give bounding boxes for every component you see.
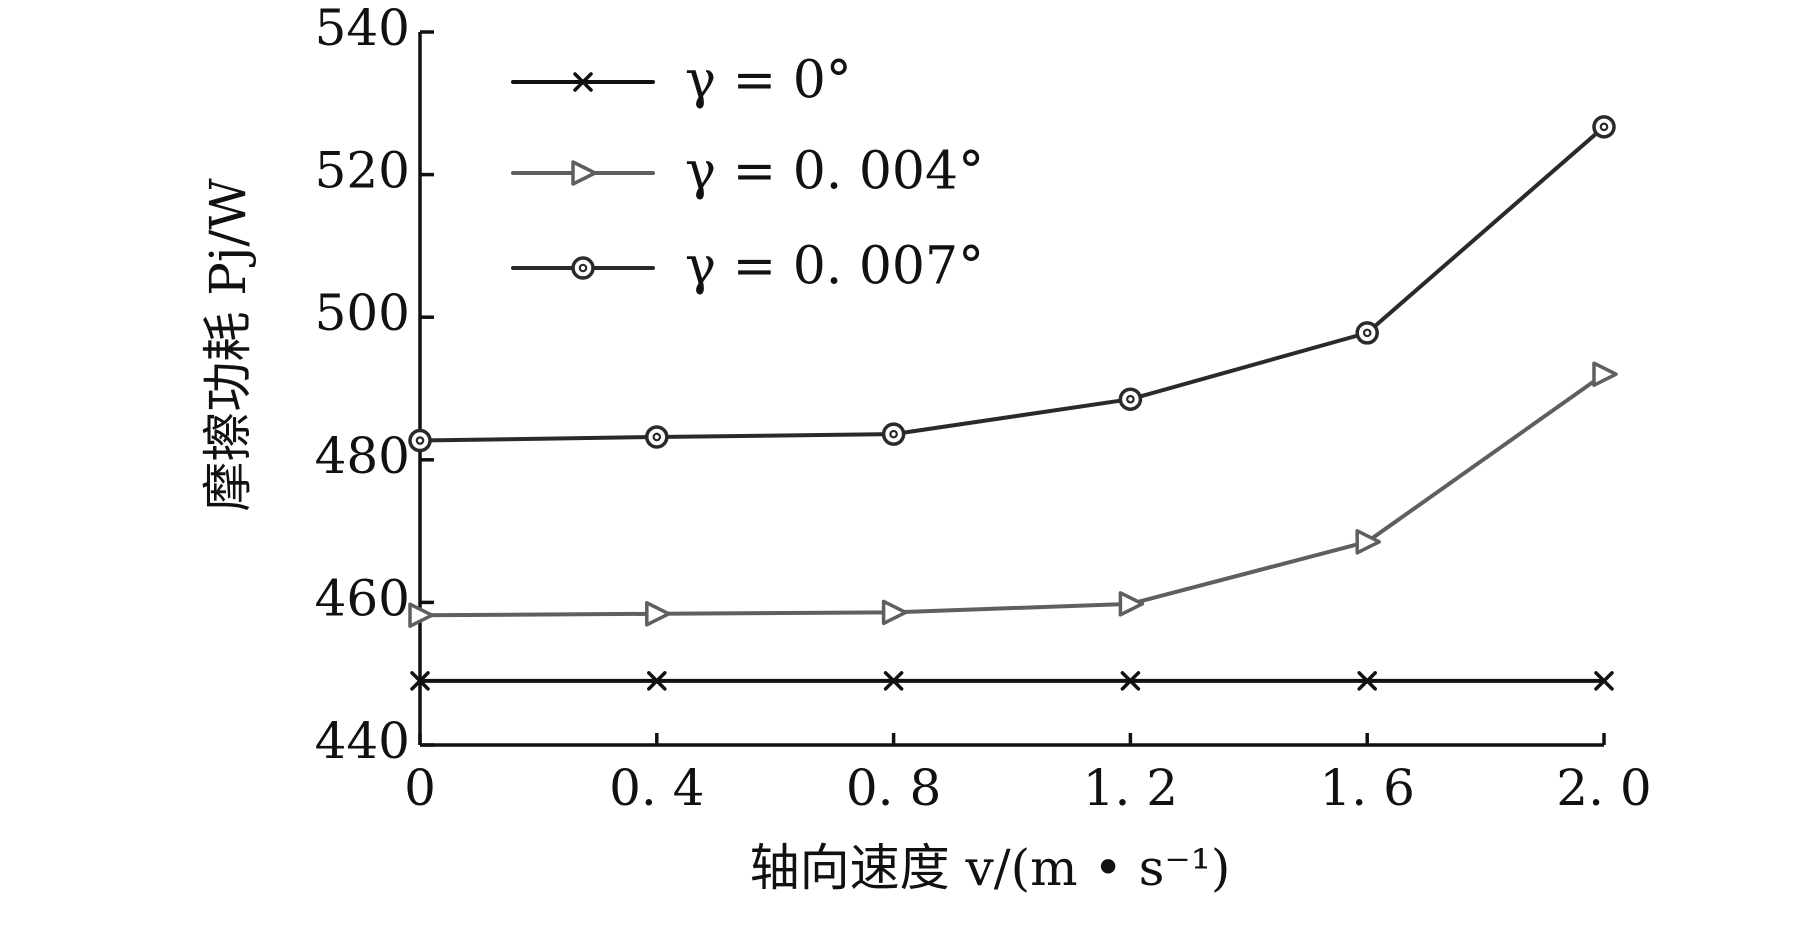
x-tick-label: 0. 4 — [609, 759, 704, 817]
legend: γ = 0° γ = 0. 004° γ = 0. 007° — [511, 51, 984, 297]
legend-label-1: γ = 0° — [685, 51, 852, 111]
x-tick-label: 0. 8 — [846, 759, 941, 817]
series-2-point-4 — [1118, 591, 1145, 617]
series-3-point-2 — [645, 425, 669, 449]
y-tick-label: 540 — [315, 0, 410, 57]
y-tick-label: 440 — [315, 712, 410, 770]
series-1-point-3 — [883, 671, 904, 691]
x-axis-label: 轴向速度 v/(m • s⁻¹) — [750, 839, 1231, 897]
series-3-point-5 — [1355, 321, 1379, 345]
series-line-2 — [418, 372, 1606, 618]
series-1 — [410, 671, 1614, 691]
y-axis-ticks: 440 460 480 500 520 540 — [315, 0, 434, 770]
legend-label-2: γ = 0. 004° — [685, 142, 984, 202]
legend-marker-1 — [573, 72, 593, 92]
y-tick-label: 460 — [315, 569, 410, 627]
series-2-point-2 — [645, 601, 671, 627]
series-2-point-5 — [1355, 529, 1381, 555]
x-tick-label: 0 — [404, 759, 436, 817]
series-1-point-2 — [647, 671, 667, 691]
series-3-point-1 — [408, 428, 432, 453]
y-tick-label: 500 — [315, 284, 410, 342]
legend-item-1: γ = 0° — [511, 51, 852, 111]
y-axis-label: 摩擦功耗 Pj/W — [199, 178, 257, 512]
series-1-point-4 — [1120, 671, 1141, 691]
series-2-point-1 — [408, 602, 434, 628]
x-tick-label: 1. 2 — [1083, 759, 1178, 817]
legend-marker-3 — [571, 256, 595, 280]
y-tick-label: 520 — [315, 142, 410, 200]
series-3-point-3 — [881, 422, 906, 446]
series-line-3 — [418, 124, 1606, 443]
legend-item-2: γ = 0. 004° — [511, 142, 984, 202]
axes — [418, 32, 1604, 747]
series-2-point-3 — [881, 599, 908, 626]
legend-item-3: γ = 0. 007° — [511, 237, 984, 297]
series-1-point-1 — [410, 671, 430, 691]
y-tick-label: 480 — [315, 427, 410, 485]
series-1-point-5 — [1357, 671, 1377, 691]
x-tick-label: 1. 6 — [1319, 759, 1414, 817]
series-layer — [408, 115, 1618, 691]
series-3 — [408, 115, 1616, 453]
series-3-point-6 — [1592, 115, 1616, 139]
series-1-point-6 — [1594, 671, 1614, 691]
legend-label-3: γ = 0. 007° — [685, 237, 984, 297]
x-axis-ticks: 0 0. 4 0. 8 1. 2 1. 6 2. 0 — [404, 733, 1652, 817]
legend-marker-2 — [571, 160, 597, 186]
series-3-point-4 — [1118, 387, 1143, 411]
x-tick-label: 2. 0 — [1556, 759, 1651, 817]
series-2 — [408, 361, 1618, 628]
series-2-point-6 — [1592, 361, 1618, 387]
